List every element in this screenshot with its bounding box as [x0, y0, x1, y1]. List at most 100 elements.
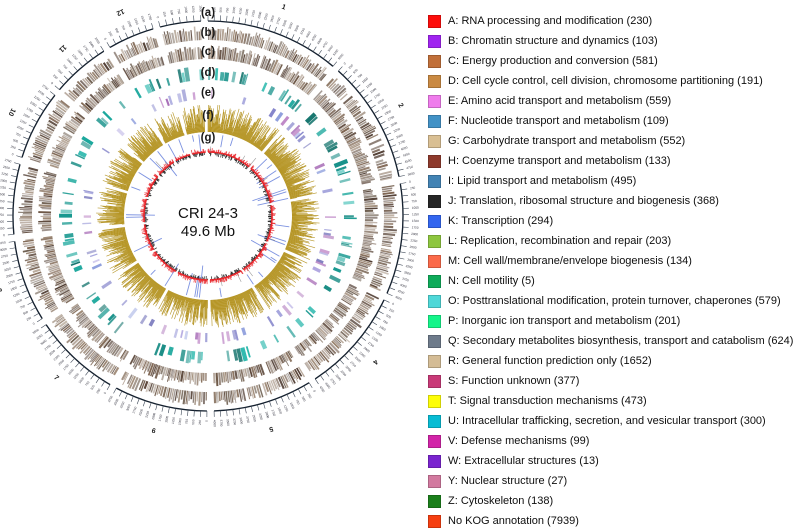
legend-item-c[interactable]: C: Energy production and conversion (581…: [428, 51, 798, 71]
gene-density-band-b: [228, 391, 229, 402]
te-band-e: [307, 278, 316, 284]
legend-item-v[interactable]: V: Defense mechanisms (99): [428, 431, 798, 451]
legend-item-a[interactable]: A: RNA processing and modification (230): [428, 11, 798, 31]
ruler-tick: [57, 345, 62, 349]
gene-density-band-b: [191, 30, 192, 41]
ruler-tick: [251, 406, 252, 412]
gene-density-band-c: [238, 370, 240, 378]
gene-density-band-b: [247, 34, 249, 45]
gene-density-band-c: [42, 225, 51, 226]
legend-item-u[interactable]: U: Intracellular trafficking, secretion,…: [428, 411, 798, 431]
ruler-tick-label: 2750: [1, 254, 9, 259]
ruler-tick-label: 1250: [171, 417, 176, 425]
repeat-band-d: [193, 351, 194, 359]
ruler-tick-label: 250: [52, 74, 59, 81]
gene-density-band-c: [225, 372, 226, 381]
ruler-tick-label: 500: [411, 192, 417, 197]
ruler-tick: [46, 97, 51, 101]
legend-item-h[interactable]: H: Coenzyme transport and metabolism (13…: [428, 151, 798, 171]
gene-density-band-b: [242, 33, 244, 43]
legend-item-t[interactable]: T: Signal transduction mechanisms (473): [428, 391, 798, 411]
legend-item-e[interactable]: E: Amino acid transport and metabolism (…: [428, 91, 798, 111]
legend-item-n[interactable]: N: Cell motility (5): [428, 271, 798, 291]
ruler-tick: [119, 391, 122, 396]
ruler-tick-label: 1250: [0, 199, 5, 203]
legend-item-o[interactable]: O: Posttranslational modification, prote…: [428, 291, 798, 311]
ruler-tick: [338, 67, 342, 71]
gene-density-band-c: [364, 234, 373, 235]
ruler-tick-label: 1750: [8, 279, 16, 285]
ruler-tick: [107, 385, 110, 390]
ruler-tick-label: 500: [12, 138, 19, 144]
ruler-tick-label: 1500: [77, 49, 85, 57]
legend-item-m[interactable]: M: Cell wall/membrane/envelope biogenesi…: [428, 251, 798, 271]
chromosome-number-10: 10: [7, 107, 17, 117]
legend-item-q[interactable]: Q: Secondary metabolites biosynthesis, t…: [428, 331, 798, 351]
ruler-tick: [42, 102, 47, 105]
chromosome-ruler-arc: [13, 164, 20, 234]
gene-density-band-c: [156, 365, 160, 378]
gene-density-band-c: [185, 47, 187, 61]
legend-item-r[interactable]: R: General function prediction only (165…: [428, 351, 798, 371]
ruler-tick: [281, 397, 283, 403]
legend-color-swatch: [428, 295, 441, 308]
legend-item-i[interactable]: I: Lipid transport and metabolism (495): [428, 171, 798, 191]
legend-label: G: Carbohydrate transport and metabolism…: [448, 135, 685, 148]
te-band-e: [297, 292, 303, 297]
ruler-tick-label: 2750: [132, 406, 138, 414]
gene-density-band-b: [224, 391, 225, 401]
ruler-tick: [343, 71, 347, 75]
ruler-tick: [399, 175, 405, 176]
te-band-e: [323, 236, 334, 238]
repeat-band-d: [342, 193, 353, 195]
ruler-tick: [378, 311, 383, 314]
ruler-tick: [181, 409, 182, 415]
ruler-tick-label: 4000: [400, 145, 408, 151]
legend-item-none[interactable]: No KOG annotation (7939): [428, 511, 798, 531]
legend-item-k[interactable]: K: Transcription (294): [428, 211, 798, 231]
ruler-tick-label: 250: [162, 11, 167, 17]
legend-item-l[interactable]: L: Replication, recombination and repair…: [428, 231, 798, 251]
gene-density-band-b: [382, 239, 390, 240]
ruler-tick-label: 2000: [264, 411, 270, 419]
gene-density-band-b: [383, 229, 396, 230]
ruler-tick-label: 2000: [0, 178, 8, 183]
gene-density-band-c: [39, 205, 52, 206]
gene-density-band-c: [39, 200, 52, 201]
ruler-tick: [10, 182, 16, 183]
te-band-e: [243, 98, 245, 105]
gene-density-band-c: [45, 240, 53, 241]
repeat-band-d: [182, 350, 184, 361]
ruler-tick-label: 2750: [408, 251, 416, 256]
ruler-tick-label: 0: [11, 152, 14, 156]
legend-label: R: General function prediction only (165…: [448, 355, 652, 368]
legend-item-b[interactable]: B: Chromatin structure and dynamics (103…: [428, 31, 798, 51]
legend-item-f[interactable]: F: Nucleotide transport and metabolism (…: [428, 111, 798, 131]
track-label-g: (g): [201, 132, 216, 144]
gene-density-band-b: [382, 186, 395, 188]
ruler-tick-label: 1750: [251, 10, 256, 18]
te-band-e: [313, 268, 320, 272]
ruler-tick: [8, 234, 14, 235]
legend-item-s[interactable]: S: Function unknown (377): [428, 371, 798, 391]
legend-item-d[interactable]: D: Cell cycle control, cell division, ch…: [428, 71, 798, 91]
ruler-tick: [74, 66, 78, 70]
ruler-tick: [138, 27, 140, 33]
ruler-tick: [84, 58, 88, 63]
legend-item-p[interactable]: P: Inorganic ion transport and metabolis…: [428, 311, 798, 331]
legend-item-z[interactable]: Z: Cytoskeleton (138): [428, 491, 798, 511]
gene-density-band-c: [236, 53, 238, 62]
legend-item-j[interactable]: J: Translation, ribosomal structure and …: [428, 191, 798, 211]
ruler-tick-label: 2250: [1, 171, 9, 176]
repeat-band-d: [216, 68, 217, 80]
repeat-band-d: [103, 112, 112, 120]
ruler-tick: [320, 375, 323, 380]
gene-density-band-b: [27, 247, 35, 248]
legend-item-w[interactable]: W: Extracellular structures (13): [428, 451, 798, 471]
legend-item-g[interactable]: G: Carbohydrate transport and metabolism…: [428, 131, 798, 151]
ruler-tick: [149, 403, 151, 409]
legend-item-y[interactable]: Y: Nuclear structure (27): [428, 471, 798, 491]
track-label-a: (a): [201, 7, 215, 19]
ruler-tick-label: 500: [301, 396, 307, 403]
